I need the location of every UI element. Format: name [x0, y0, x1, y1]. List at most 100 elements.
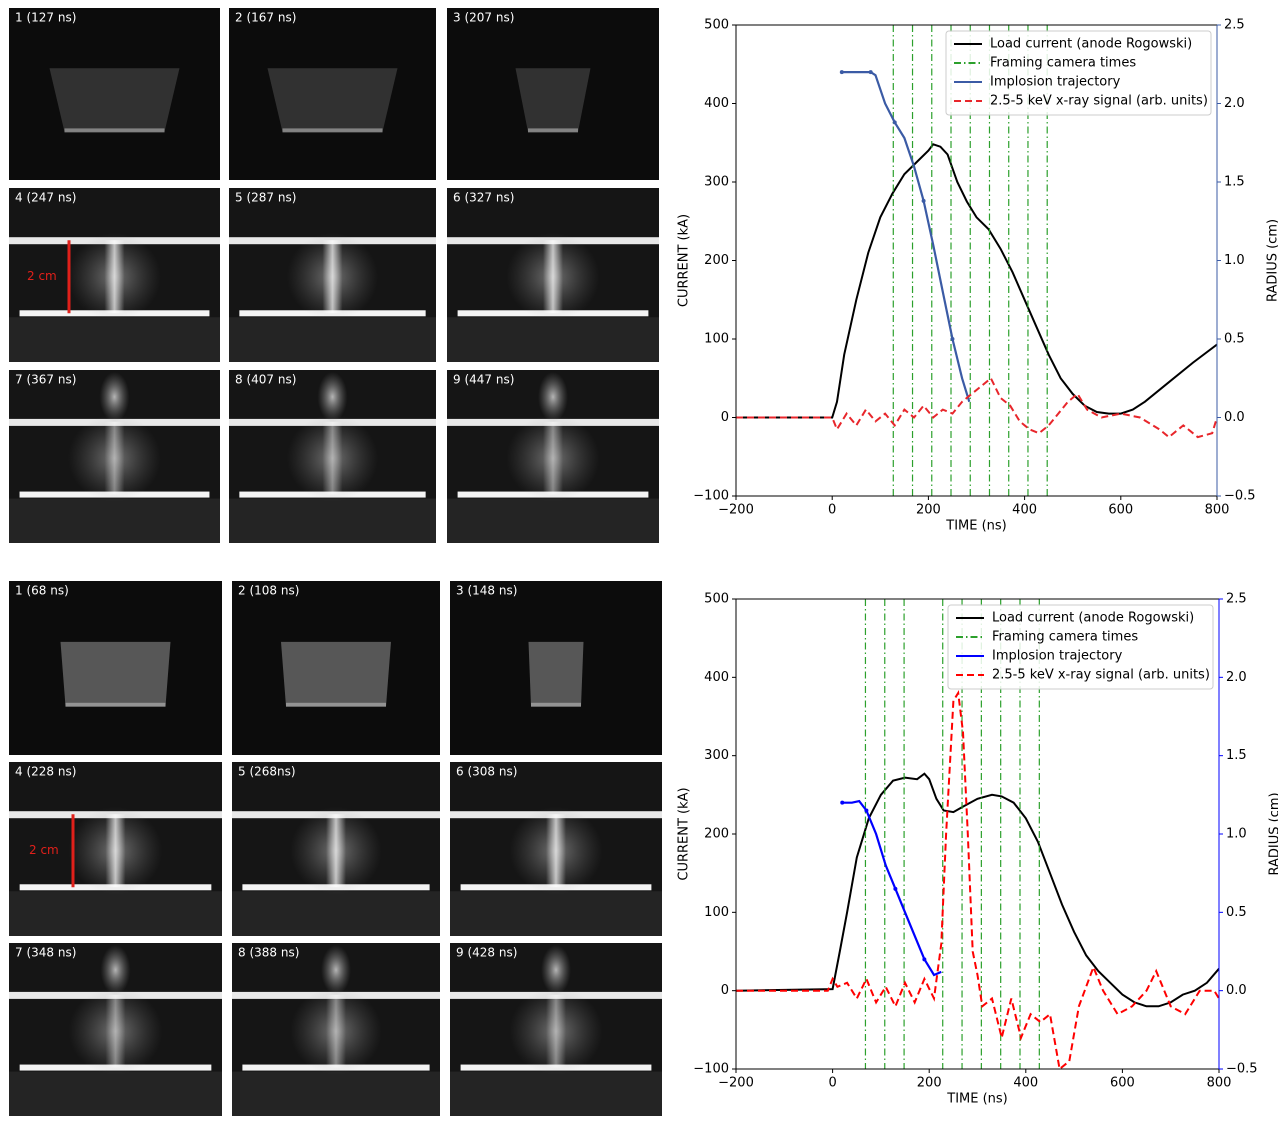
frame-label: 8 (407 ns)	[235, 373, 296, 387]
floor-glow	[447, 317, 659, 362]
x-tick-label: −200	[718, 1076, 754, 1091]
frame-label: 7 (348 ns)	[15, 946, 76, 960]
y-axis-label: CURRENT (kA)	[677, 787, 692, 880]
y-tick-label: 300	[704, 748, 729, 763]
frame-label: 3 (148 ns)	[456, 584, 517, 598]
y-tick-label: 0	[721, 983, 729, 998]
frame-label: 4 (228 ns)	[15, 765, 76, 779]
y2-tick-label: 2.0	[1224, 96, 1245, 111]
image-frame: 9 (447 ns)	[447, 370, 659, 543]
x-tick-label: 800	[1207, 1076, 1232, 1091]
x-tick-label: 0	[828, 503, 836, 518]
floor-glow	[229, 317, 436, 362]
trajectory-point	[922, 199, 926, 203]
y-tick-label: 400	[704, 670, 729, 685]
legend-label: Framing camera times	[990, 56, 1136, 71]
x-tick-label: 800	[1205, 503, 1230, 518]
legend-label: 2.5-5 keV x-ray signal (arb. units)	[992, 668, 1210, 683]
trajectory-point	[922, 957, 926, 961]
plasma-edge	[66, 703, 166, 707]
legend-label: Framing camera times	[992, 630, 1138, 645]
frame-label: 4 (247 ns)	[15, 191, 76, 205]
trajectory-point	[840, 801, 844, 805]
y-tick-label: 500	[704, 592, 729, 607]
x-tick-label: 600	[1110, 1076, 1135, 1091]
plasma-column	[326, 995, 346, 1068]
y-tick-label: 200	[704, 253, 729, 268]
plasma-edge	[531, 703, 581, 707]
plasma-shell	[268, 68, 398, 132]
frame-label: 2 (167 ns)	[235, 11, 296, 25]
legend-label: Load current (anode Rogowski)	[992, 611, 1194, 626]
y2-tick-label: −0.5	[1224, 489, 1256, 504]
frame-label: 2 (108 ns)	[238, 584, 299, 598]
image-frame: 6 (327 ns)	[447, 188, 659, 362]
frame-label: 3 (207 ns)	[453, 11, 514, 25]
frame-label: 5 (287 ns)	[235, 191, 296, 205]
image-frame: 6 (308 ns)	[450, 762, 662, 936]
image-frame: 9 (428 ns)	[450, 943, 662, 1116]
y-tick-label: 200	[704, 827, 729, 842]
y2-tick-label: 1.0	[1226, 827, 1247, 842]
image-frame: 2 (108 ns)	[232, 581, 440, 755]
floor-glow	[232, 1072, 440, 1116]
y2-tick-label: 0.5	[1226, 905, 1247, 920]
plume	[538, 372, 568, 422]
plasma-shell	[281, 642, 391, 706]
plume	[318, 372, 348, 422]
scale-bar-label: 2 cm	[27, 269, 57, 283]
plasma-column	[323, 422, 343, 495]
trajectory-point	[864, 809, 868, 813]
plasma-column	[106, 995, 126, 1068]
y2-tick-label: 1.5	[1224, 175, 1245, 190]
trajectory-point	[840, 70, 844, 74]
frame-label: 9 (428 ns)	[456, 946, 517, 960]
frame-label: 6 (327 ns)	[453, 191, 514, 205]
y-tick-label: 0	[721, 410, 729, 425]
x-tick-label: 0	[828, 1076, 836, 1091]
frame-label: 9 (447 ns)	[453, 373, 514, 387]
x-tick-label: −200	[718, 503, 754, 518]
plasma-column	[543, 422, 563, 495]
frame-label: 6 (308 ns)	[456, 765, 517, 779]
floor-glow	[9, 499, 220, 543]
floor-glow	[447, 499, 659, 543]
y2-tick-label: 1.0	[1224, 253, 1245, 268]
y2-tick-label: 0.0	[1226, 983, 1247, 998]
y-tick-label: 400	[704, 96, 729, 111]
image-frame: 5 (287 ns)	[229, 188, 436, 362]
y2-tick-label: 0.0	[1224, 410, 1245, 425]
image-frame: 8 (388 ns)	[232, 943, 440, 1116]
trajectory-point	[950, 337, 954, 341]
frame-label: 5 (268ns)	[238, 765, 296, 779]
y2-tick-label: −0.5	[1226, 1062, 1258, 1077]
plasma-edge	[286, 703, 386, 707]
floor-glow	[9, 317, 220, 362]
image-frame: 5 (268ns)	[232, 762, 440, 936]
legend-label: Implosion trajectory	[992, 649, 1123, 664]
legend-label: Load current (anode Rogowski)	[990, 37, 1192, 52]
x-axis-label: TIME (ns)	[946, 1092, 1008, 1107]
y2-axis-label: RADIUS (cm)	[1266, 219, 1278, 302]
floor-glow	[450, 1072, 662, 1116]
image-frame: 7 (348 ns)	[9, 943, 222, 1116]
image-frame: 1 (127 ns)	[9, 8, 220, 180]
plasma-column	[546, 995, 566, 1068]
x-tick-label: 400	[1013, 1076, 1038, 1091]
plasma-shell	[50, 68, 180, 132]
plume	[101, 945, 131, 995]
image-frame: 1 (68 ns)	[9, 581, 222, 755]
floor-glow	[229, 499, 436, 543]
y2-tick-label: 2.5	[1224, 18, 1245, 33]
plasma-shell	[529, 642, 584, 706]
plasma-edge	[528, 128, 578, 132]
frame-label: 8 (388 ns)	[238, 946, 299, 960]
y-axis-label: CURRENT (kA)	[677, 214, 692, 307]
y2-tick-label: 1.5	[1226, 748, 1247, 763]
floor-glow	[9, 1072, 222, 1116]
plume	[100, 372, 130, 422]
y-tick-label: −100	[693, 489, 729, 504]
x-tick-label: 400	[1012, 503, 1037, 518]
